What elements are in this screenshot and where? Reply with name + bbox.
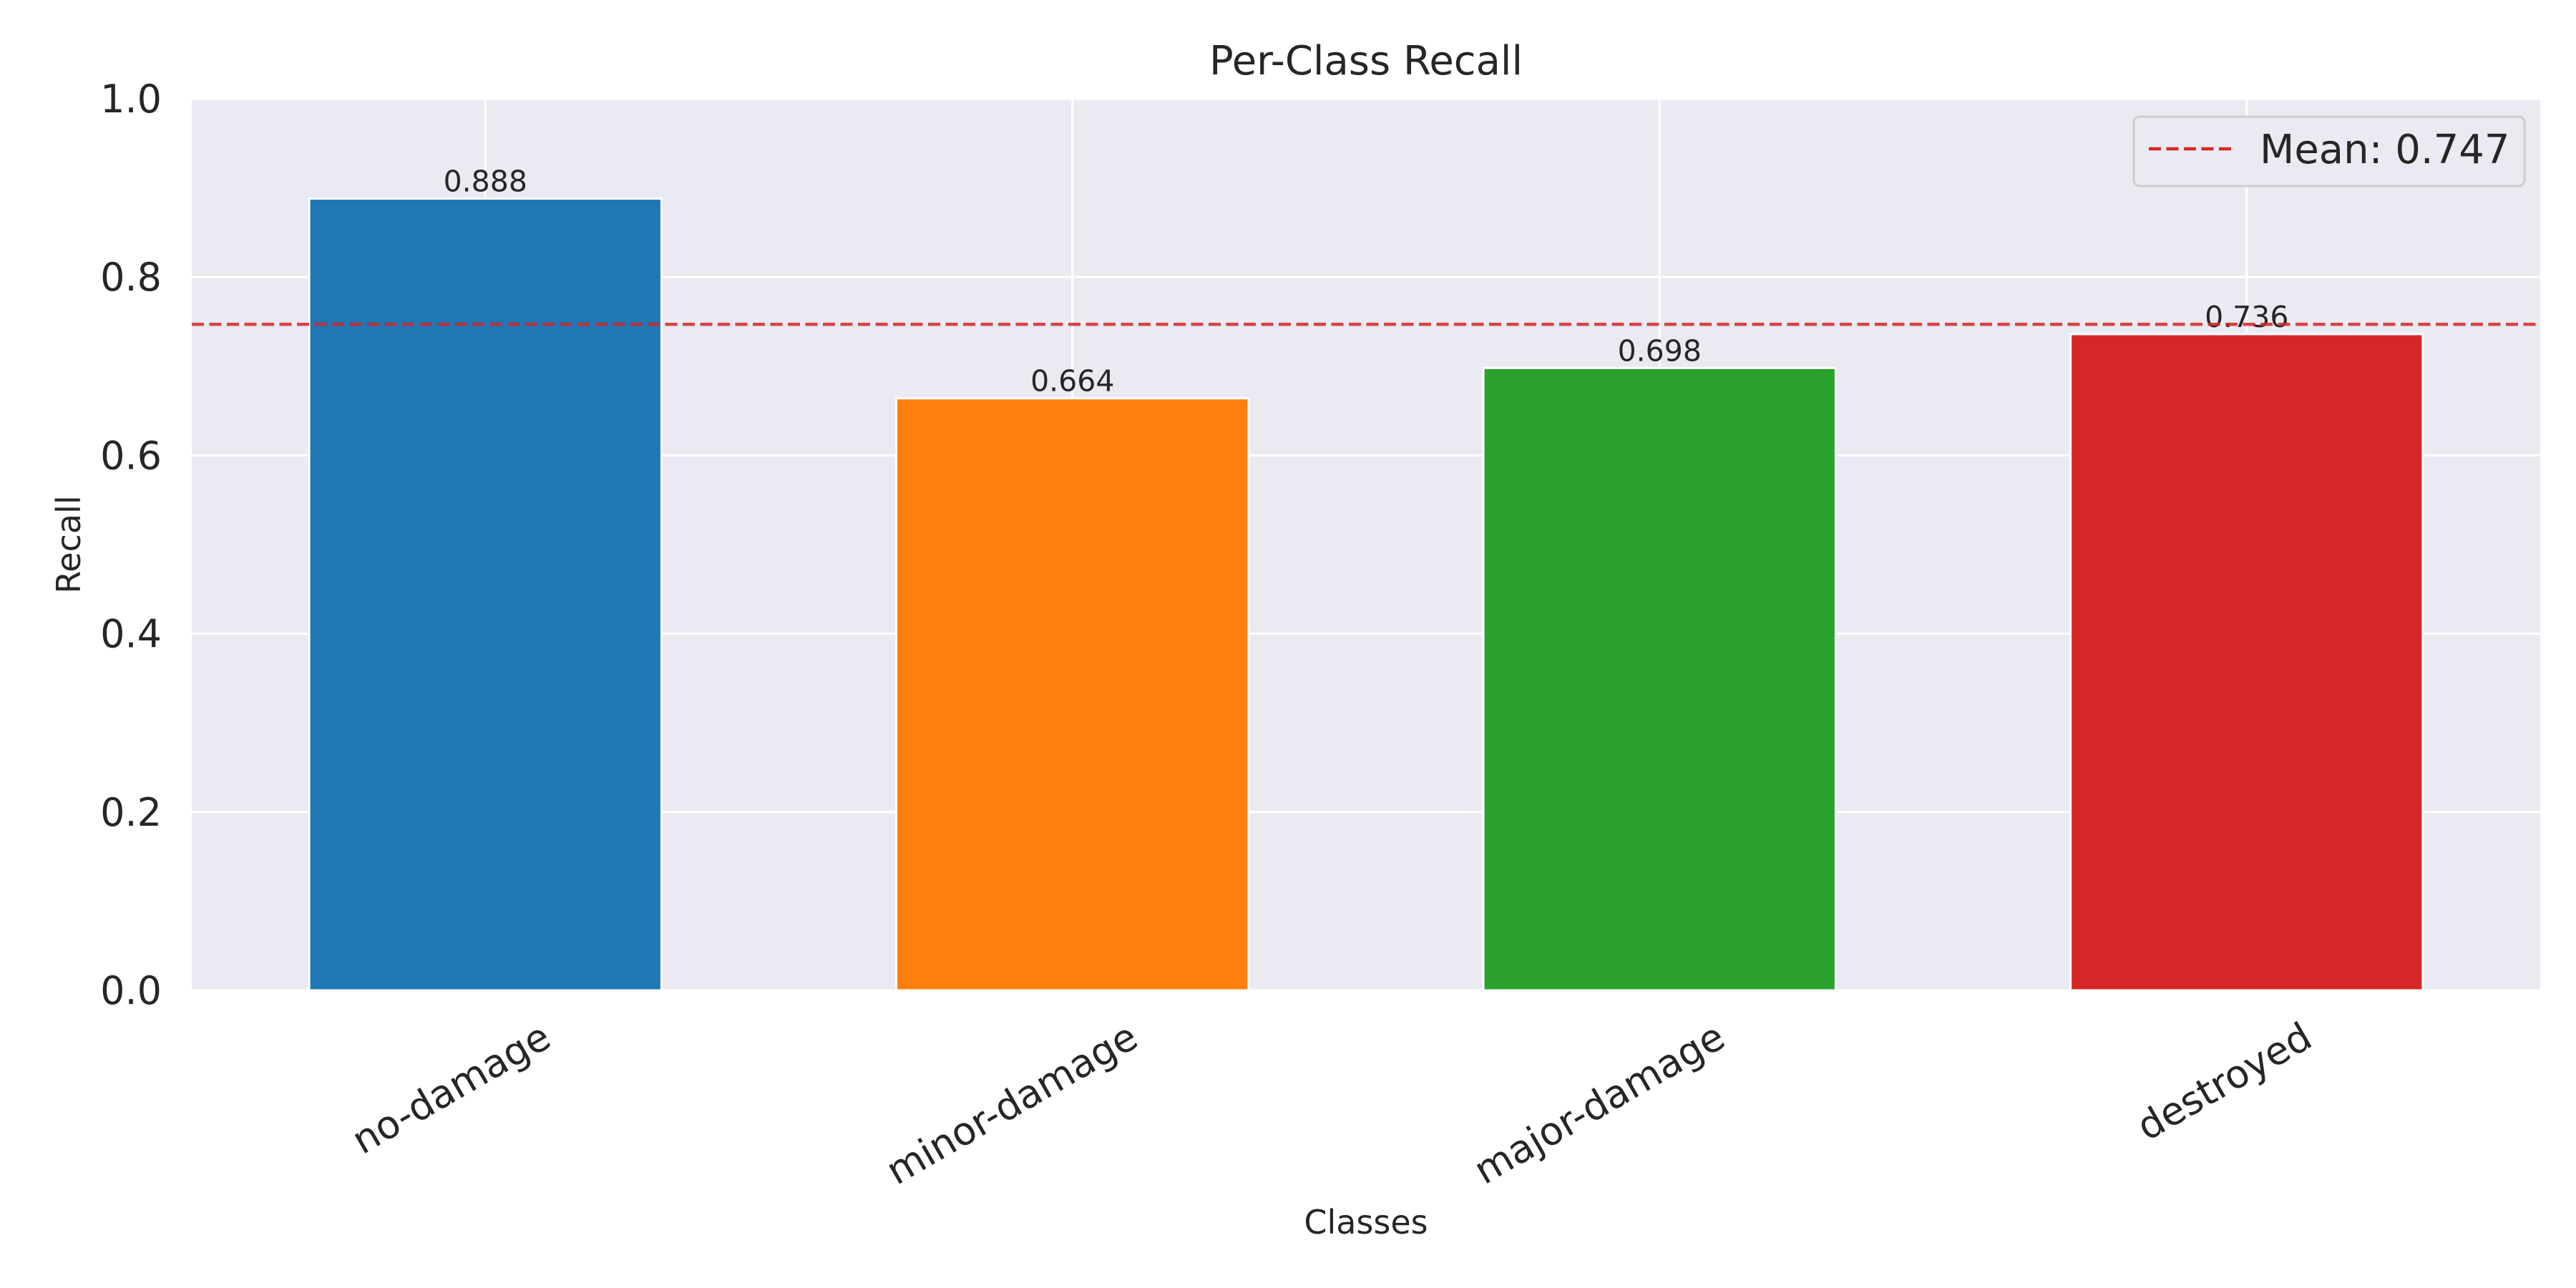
- legend-box: [2132, 115, 2526, 187]
- legend: Mean: 0.747: [2132, 115, 2526, 187]
- legend-label: Mean: 0.747: [2260, 127, 2510, 173]
- y-tick-label: 0.6: [100, 433, 162, 478]
- y-tick-label: 0.0: [100, 968, 162, 1013]
- data-labels: 0.888 0.664 0.698 0.736: [444, 165, 2289, 399]
- bar-minor-damage: [895, 397, 1250, 992]
- y-tick-label: 0.4: [100, 612, 162, 657]
- y-axis-ticks: 0.0 0.2 0.4 0.6 0.8 1.0: [100, 77, 162, 1013]
- x-axis-label: Classes: [1304, 1203, 1428, 1241]
- bar-major-damage: [1482, 366, 1837, 992]
- y-tick-label: 0.8: [100, 255, 162, 300]
- data-label-destroyed: 0.736: [2205, 300, 2288, 334]
- data-label-minor-damage: 0.664: [1030, 364, 1114, 399]
- data-label-no-damage: 0.888: [444, 165, 527, 199]
- chart-title: Per-Class Recall: [1209, 38, 1523, 84]
- bar-destroyed: [2069, 333, 2424, 992]
- bar-no-damage: [308, 197, 663, 992]
- data-label-major-damage: 0.698: [1618, 333, 1702, 368]
- y-tick-label: 0.2: [100, 790, 162, 835]
- y-axis-label: Recall: [49, 495, 88, 593]
- bars: [308, 197, 2424, 992]
- y-tick-label: 1.0: [100, 77, 162, 122]
